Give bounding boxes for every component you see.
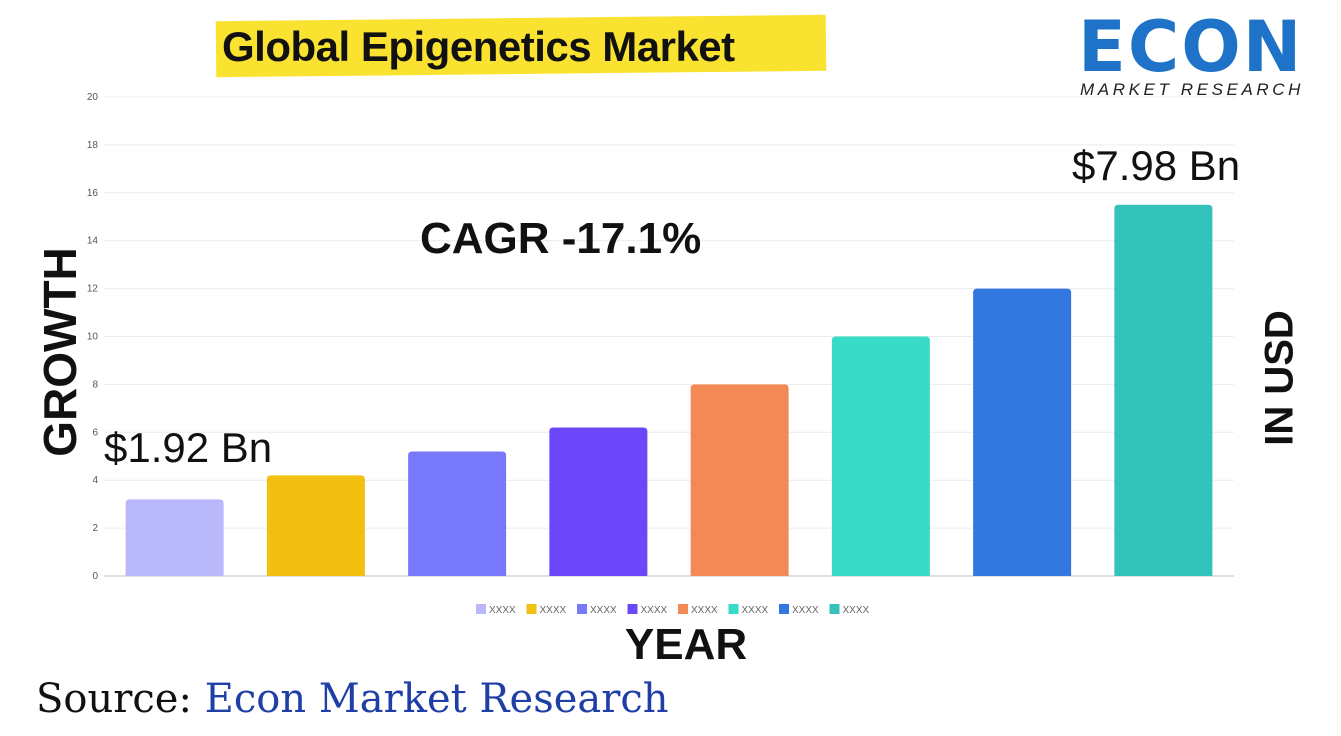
y-tick-label: 0 [92, 571, 98, 582]
y-tick-label: 18 [87, 140, 99, 151]
bar [973, 288, 1072, 576]
bars [125, 204, 1213, 576]
y-tick-label: 2 [92, 523, 98, 534]
legend-swatch [779, 604, 789, 614]
y-tick-label: 14 [87, 236, 99, 247]
bar [408, 451, 507, 576]
legend-swatch [577, 604, 587, 614]
legend-label: XXXX [742, 605, 769, 616]
y-tick-label: 16 [87, 188, 99, 199]
y-axis-label: GROWTH [34, 247, 86, 457]
legend-swatch [829, 604, 840, 614]
source-line: Source: Econ Market Research [36, 676, 669, 722]
legend-label: XXXX [590, 605, 617, 616]
chart-title: Global Epigenetics Market [222, 23, 735, 70]
x-axis-label: YEAR [624, 620, 748, 669]
y-tick-label: 10 [87, 332, 99, 343]
bar [125, 499, 224, 576]
y-tick-label: 8 [92, 379, 98, 390]
legend-label: XXXX [489, 605, 516, 616]
legend-swatch [678, 604, 688, 614]
legend-label: XXXX [540, 605, 567, 616]
start-value-annotation: $1.92 Bn [104, 424, 273, 471]
bar [690, 384, 789, 576]
legend-swatch [526, 604, 537, 614]
legend-swatch [627, 604, 638, 614]
legend-label: XXXX [843, 605, 870, 616]
bar [266, 475, 365, 576]
legend: XXXX XXXX XXXX XXXX XXXX XXXX XXXX XXXX [476, 604, 870, 616]
source-name: Econ Market Research [204, 676, 669, 722]
y-tick-label: 12 [87, 284, 99, 295]
bar [831, 336, 930, 576]
y-tick-label: 4 [92, 475, 98, 486]
bar [1114, 204, 1213, 576]
logo-subtitle: MARKET RESEARCH [1080, 80, 1305, 99]
cagr-annotation: CAGR -17.1% [420, 214, 702, 263]
secondary-axis-label: IN USD [1257, 310, 1302, 446]
legend-swatch [728, 604, 739, 614]
legend-label: XXXX [792, 605, 819, 616]
legend-label: XXXX [691, 605, 718, 616]
econ-logo: ECON MARKET RESEARCH [1078, 10, 1323, 102]
logo-wordmark: ECON [1078, 6, 1304, 88]
y-tick-label: 20 [87, 92, 99, 103]
legend-swatch [476, 604, 486, 614]
bar [549, 427, 648, 576]
y-tick-label: 6 [92, 427, 98, 438]
legend-label: XXXX [641, 605, 668, 616]
end-value-annotation: $7.98 Bn [1072, 142, 1241, 189]
source-prefix: Source: [36, 676, 205, 722]
y-tick-labels: 0 2 4 6 8 10 12 14 16 18 20 [87, 92, 99, 582]
